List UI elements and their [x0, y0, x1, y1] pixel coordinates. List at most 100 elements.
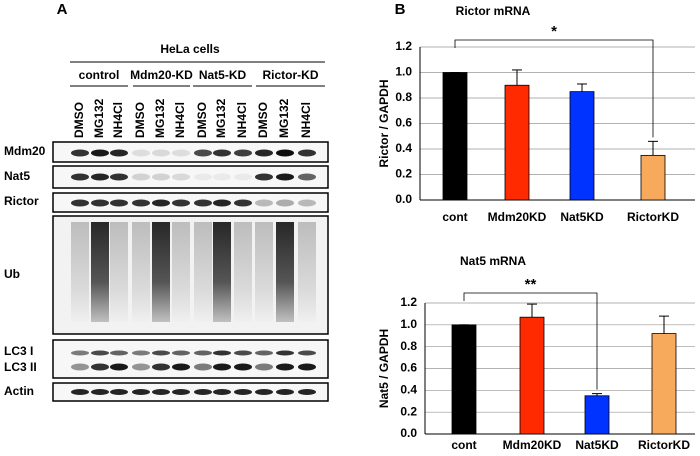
band	[172, 363, 190, 371]
error-bar	[659, 315, 669, 334]
significance-bracket	[463, 292, 598, 390]
band	[234, 350, 252, 356]
x-tick-label: RictorKD	[638, 438, 690, 452]
band	[276, 389, 294, 395]
band	[132, 363, 150, 371]
y-tick-label: 0.0	[395, 192, 412, 206]
band	[152, 199, 170, 207]
lane-label: NH4Cl	[111, 102, 125, 138]
band	[110, 389, 128, 395]
band	[172, 389, 190, 395]
band	[110, 363, 128, 371]
smear	[71, 222, 89, 322]
band	[234, 173, 252, 181]
smear	[276, 222, 294, 322]
band	[91, 363, 109, 371]
band	[152, 389, 170, 395]
band	[255, 363, 273, 371]
band	[152, 173, 170, 181]
band	[234, 199, 252, 207]
band	[132, 149, 150, 157]
smear	[172, 222, 190, 322]
lane-label: NH4Cl	[173, 102, 187, 138]
y-tick-label: 0.8	[400, 339, 417, 353]
smear	[91, 222, 109, 322]
band	[255, 389, 273, 395]
y-axis-title: Nat5 / GAPDH	[377, 329, 391, 408]
band	[234, 363, 252, 371]
band	[71, 389, 89, 395]
band	[255, 173, 273, 181]
band	[213, 389, 231, 395]
group-label: Rictor-KD	[263, 68, 319, 82]
x-tick-label: RictorKD	[627, 210, 679, 224]
band	[194, 149, 212, 157]
band	[194, 389, 212, 395]
band	[276, 173, 294, 181]
band	[298, 173, 316, 181]
lane-label: DMSO	[72, 102, 86, 138]
y-tick-label: 0.4	[395, 141, 412, 155]
band	[213, 173, 231, 181]
band	[213, 363, 231, 371]
band	[71, 350, 89, 356]
band	[255, 149, 273, 157]
group-label: control	[79, 68, 120, 82]
band	[91, 149, 109, 157]
bar	[442, 72, 468, 201]
bar	[504, 84, 530, 201]
band	[172, 199, 190, 207]
y-tick-label: 1.0	[395, 65, 412, 79]
band	[91, 389, 109, 395]
bar	[640, 154, 666, 201]
lane-label: MG132	[214, 98, 228, 138]
band	[213, 199, 231, 207]
band	[276, 363, 294, 371]
lane-label: NH4Cl	[299, 102, 313, 138]
row-label: Nat5	[4, 169, 30, 183]
band	[152, 350, 170, 356]
bar	[569, 91, 595, 201]
lane-label: DMSO	[195, 102, 209, 138]
band	[110, 173, 128, 181]
smear	[298, 222, 316, 322]
blot-box	[52, 165, 329, 189]
band	[298, 149, 316, 157]
x-tick-label: Mdm20KD	[503, 438, 562, 452]
band	[213, 149, 231, 157]
band	[255, 350, 273, 356]
y-axis-title: Rictor / GAPDH	[377, 79, 391, 167]
band	[276, 149, 294, 157]
lane-label: MG132	[153, 98, 167, 138]
group-label: Mdm20-KD	[130, 68, 193, 82]
blot-title: HeLa cells	[160, 42, 220, 56]
band	[234, 389, 252, 395]
row-label: Mdm20	[4, 144, 46, 158]
band	[91, 173, 109, 181]
y-tick-label: 1.2	[395, 39, 412, 53]
band	[71, 149, 89, 157]
annotation: *	[551, 23, 557, 40]
band	[172, 173, 190, 181]
band	[132, 173, 150, 181]
error-bar	[512, 69, 522, 86]
x-tick-label: cont	[442, 210, 467, 224]
bar	[651, 333, 677, 435]
band	[194, 350, 212, 356]
x-tick-label: Mdm20KD	[488, 210, 547, 224]
row-label: LC3 II	[4, 360, 37, 374]
band	[110, 350, 128, 356]
y-tick-label: 0.2	[400, 404, 417, 418]
band	[71, 173, 89, 181]
error-bar	[648, 140, 658, 156]
band	[172, 350, 190, 356]
band	[71, 199, 89, 207]
band	[91, 350, 109, 356]
row-label: Rictor	[4, 194, 39, 208]
y-tick-label: 0.6	[400, 361, 417, 375]
blot-box	[52, 382, 329, 402]
smear	[194, 222, 212, 322]
y-tick-label: 0.2	[395, 167, 412, 181]
band	[194, 173, 212, 181]
error-bar	[527, 303, 537, 318]
